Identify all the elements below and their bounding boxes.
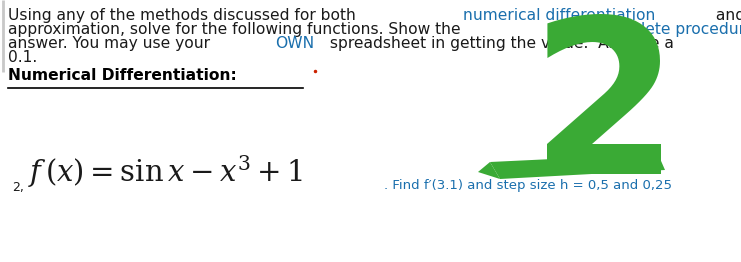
Text: and: and	[711, 8, 741, 23]
Text: spreadsheet in getting the value.  Assume a: spreadsheet in getting the value. Assume…	[325, 36, 679, 51]
Text: numerical differentiation: numerical differentiation	[463, 8, 656, 23]
Text: $f\,(x) = \sin x - x^3 + 1$: $f\,(x) = \sin x - x^3 + 1$	[28, 153, 302, 190]
Polygon shape	[490, 154, 665, 179]
Text: 2: 2	[530, 10, 679, 219]
Text: answer. You may use your: answer. You may use your	[8, 36, 215, 51]
Text: complete procedure: complete procedure	[598, 22, 741, 37]
Text: . Find f′(3.1) and step size h = 0,5 and 0,25: . Find f′(3.1) and step size h = 0,5 and…	[385, 179, 672, 192]
Text: Numerical Differentiation:: Numerical Differentiation:	[8, 68, 237, 83]
Text: OWN: OWN	[275, 36, 314, 51]
Text: Using any of the methods discussed for both: Using any of the methods discussed for b…	[8, 8, 361, 23]
Polygon shape	[478, 162, 500, 179]
Text: 2,: 2,	[12, 181, 24, 194]
Text: 0.1.: 0.1.	[8, 50, 37, 65]
Text: approximation, solve for the following functions. Show the: approximation, solve for the following f…	[8, 22, 465, 37]
